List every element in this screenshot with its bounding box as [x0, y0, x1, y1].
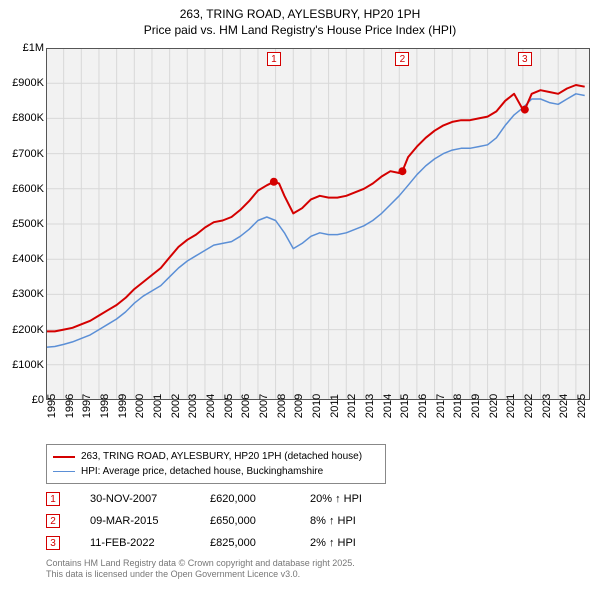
- x-tick-label: 1998: [99, 394, 111, 418]
- marker-price: £825,000: [210, 537, 310, 549]
- marker-number-box: 3: [46, 536, 60, 550]
- x-tick-label: 2017: [435, 394, 447, 418]
- marker-row: 1 30-NOV-2007£620,00020% ↑ HPI: [46, 488, 410, 510]
- marker-date: 09-MAR-2015: [90, 515, 210, 527]
- x-tick-label: 2014: [382, 394, 394, 418]
- x-tick-label: 1999: [117, 394, 129, 418]
- x-tick-label: 2010: [311, 394, 323, 418]
- x-tick-label: 2005: [223, 394, 235, 418]
- chart-plot-area: [46, 48, 590, 400]
- title-block: 263, TRING ROAD, AYLESBURY, HP20 1PH Pri…: [0, 0, 600, 38]
- x-tick-label: 2007: [258, 394, 270, 418]
- marker-price: £650,000: [210, 515, 310, 527]
- y-tick-label: £200K: [4, 324, 44, 336]
- y-tick-label: £0: [4, 394, 44, 406]
- x-tick-label: 2024: [558, 394, 570, 418]
- x-tick-label: 2004: [205, 394, 217, 418]
- x-tick-label: 1995: [46, 394, 58, 418]
- marker-date: 30-NOV-2007: [90, 493, 210, 505]
- y-tick-label: £500K: [4, 218, 44, 230]
- disclaimer: Contains HM Land Registry data © Crown c…: [46, 558, 355, 581]
- legend: 263, TRING ROAD, AYLESBURY, HP20 1PH (de…: [46, 444, 386, 484]
- marker-row: 2 09-MAR-2015£650,0008% ↑ HPI: [46, 510, 410, 532]
- x-tick-label: 2001: [152, 394, 164, 418]
- x-tick-label: 2021: [505, 394, 517, 418]
- marker-pct: 2% ↑ HPI: [310, 537, 410, 549]
- y-tick-label: £100K: [4, 359, 44, 371]
- x-tick-label: 2020: [488, 394, 500, 418]
- disclaimer-line-1: Contains HM Land Registry data © Crown c…: [46, 558, 355, 569]
- legend-swatch: [53, 471, 75, 473]
- legend-row: 263, TRING ROAD, AYLESBURY, HP20 1PH (de…: [53, 449, 379, 464]
- x-tick-label: 1996: [64, 394, 76, 418]
- legend-row: HPI: Average price, detached house, Buck…: [53, 464, 379, 479]
- sale-markers-table: 1 30-NOV-2007£620,00020% ↑ HPI 2 09-MAR-201…: [46, 488, 410, 554]
- y-tick-label: £1M: [4, 42, 44, 54]
- marker-price: £620,000: [210, 493, 310, 505]
- legend-label: HPI: Average price, detached house, Buck…: [81, 466, 323, 477]
- marker-pct: 8% ↑ HPI: [310, 515, 410, 527]
- x-tick-label: 2025: [576, 394, 588, 418]
- x-tick-label: 2018: [452, 394, 464, 418]
- x-tick-label: 2013: [364, 394, 376, 418]
- marker-pct: 20% ↑ HPI: [310, 493, 410, 505]
- title-line-1: 263, TRING ROAD, AYLESBURY, HP20 1PH: [0, 6, 600, 22]
- x-tick-label: 2008: [276, 394, 288, 418]
- marker-number-box: 1: [46, 492, 60, 506]
- legend-label: 263, TRING ROAD, AYLESBURY, HP20 1PH (de…: [81, 451, 362, 462]
- x-tick-label: 2022: [523, 394, 535, 418]
- x-tick-label: 2023: [541, 394, 553, 418]
- x-tick-label: 2016: [417, 394, 429, 418]
- y-tick-label: £600K: [4, 183, 44, 195]
- y-tick-label: £700K: [4, 148, 44, 160]
- x-tick-label: 2019: [470, 394, 482, 418]
- chart-container: 263, TRING ROAD, AYLESBURY, HP20 1PH Pri…: [0, 0, 600, 590]
- x-tick-label: 1997: [81, 394, 93, 418]
- title-line-2: Price paid vs. HM Land Registry's House …: [0, 22, 600, 38]
- y-tick-label: £400K: [4, 253, 44, 265]
- marker-row: 3 11-FEB-2022£825,0002% ↑ HPI: [46, 532, 410, 554]
- x-tick-label: 2006: [240, 394, 252, 418]
- chart-marker-1: 1: [267, 52, 281, 66]
- chart-marker-2: 2: [395, 52, 409, 66]
- marker-date: 11-FEB-2022: [90, 537, 210, 549]
- x-tick-label: 2015: [399, 394, 411, 418]
- disclaimer-line-2: This data is licensed under the Open Gov…: [46, 569, 355, 580]
- x-tick-label: 2002: [170, 394, 182, 418]
- x-tick-label: 2003: [187, 394, 199, 418]
- x-tick-label: 2000: [134, 394, 146, 418]
- chart-marker-3: 3: [518, 52, 532, 66]
- y-tick-label: £300K: [4, 288, 44, 300]
- x-tick-label: 2009: [293, 394, 305, 418]
- legend-swatch: [53, 456, 75, 458]
- x-tick-label: 2011: [329, 394, 341, 418]
- marker-number-box: 2: [46, 514, 60, 528]
- x-tick-label: 2012: [346, 394, 358, 418]
- y-tick-label: £900K: [4, 77, 44, 89]
- y-tick-label: £800K: [4, 112, 44, 124]
- chart-svg: [46, 48, 590, 400]
